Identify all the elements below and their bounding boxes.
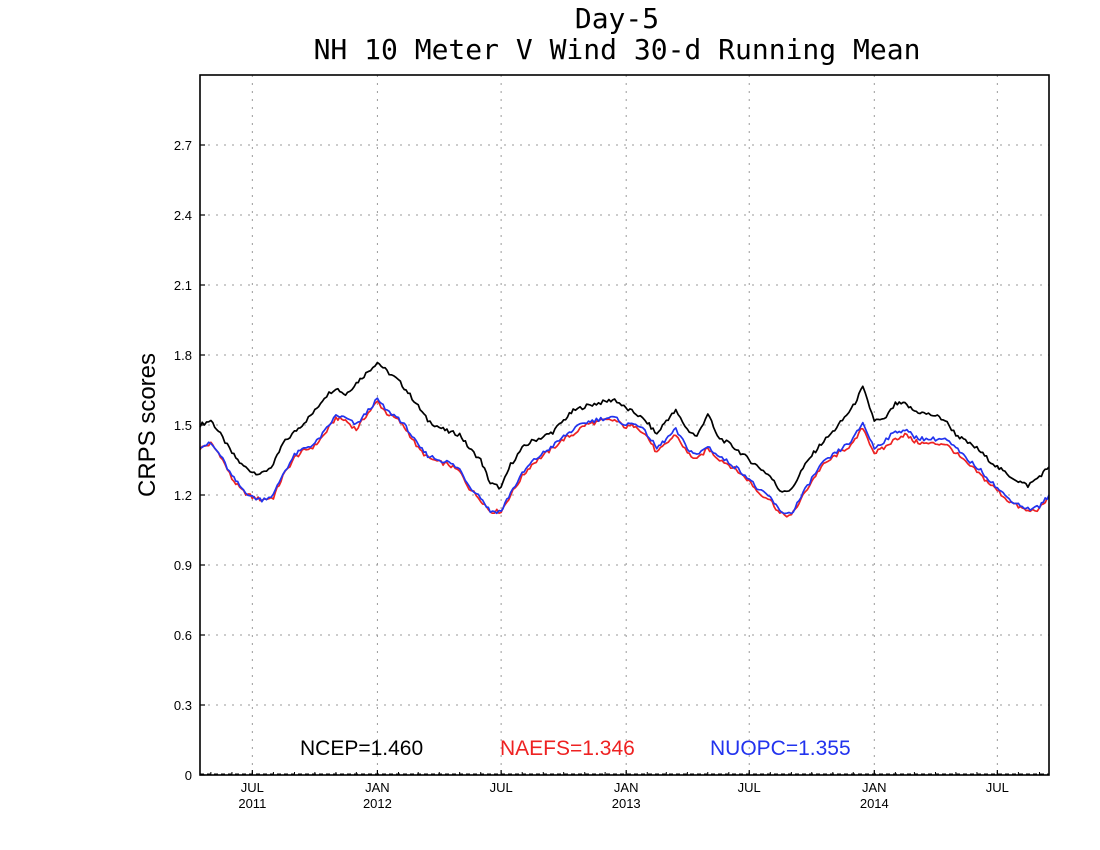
x-tick-label: JUL	[738, 780, 761, 795]
series-lines	[199, 361, 1050, 518]
y-tick-label: 2.7	[174, 138, 192, 153]
y-tick-label: 2.4	[174, 208, 192, 223]
x-tick-year-label: 2011	[238, 796, 266, 811]
x-tick-year-label: 2014	[860, 796, 889, 811]
plot-frame	[199, 74, 1050, 776]
legend-entry-ncep: NCEP=1.460	[300, 737, 423, 760]
y-tick-label: 0	[185, 768, 192, 783]
y-tick-label: 1.2	[174, 488, 192, 503]
y-tick-label: 0.9	[174, 558, 192, 573]
y-tick-label: 0.6	[174, 628, 192, 643]
series-line-ncep	[199, 361, 1050, 493]
x-tick-year-label: 2012	[363, 796, 392, 811]
y-tick-label: 1.5	[174, 418, 192, 433]
legend-entry-nuopc: NUOPC=1.355	[710, 737, 851, 760]
x-tick-label: JAN	[365, 780, 390, 795]
legend: NCEP=1.460 NAEFS=1.346 NUOPC=1.355	[300, 737, 851, 760]
y-tick-label: 2.1	[174, 278, 192, 293]
x-tick-label: JUL	[490, 780, 513, 795]
axis-ticks: 00.30.60.91.21.51.82.12.42.7JUL2011JAN20…	[174, 138, 1040, 811]
y-tick-label: 1.8	[174, 348, 192, 363]
series-line-nuopc	[199, 397, 1050, 515]
grid	[200, 75, 1049, 775]
y-axis-label: CRPS scores	[134, 353, 161, 497]
x-tick-label: JUL	[986, 780, 1009, 795]
x-tick-label: JAN	[614, 780, 639, 795]
chart-title: Day-5	[575, 2, 659, 35]
series-line-naefs	[199, 400, 1050, 518]
legend-entry-naefs: NAEFS=1.346	[500, 737, 635, 760]
y-tick-label: 0.3	[174, 698, 192, 713]
chart-subtitle: NH 10 Meter V Wind 30-d Running Mean	[314, 33, 921, 66]
x-tick-label: JUL	[241, 780, 264, 795]
x-tick-year-label: 2013	[612, 796, 641, 811]
x-tick-label: JAN	[862, 780, 887, 795]
